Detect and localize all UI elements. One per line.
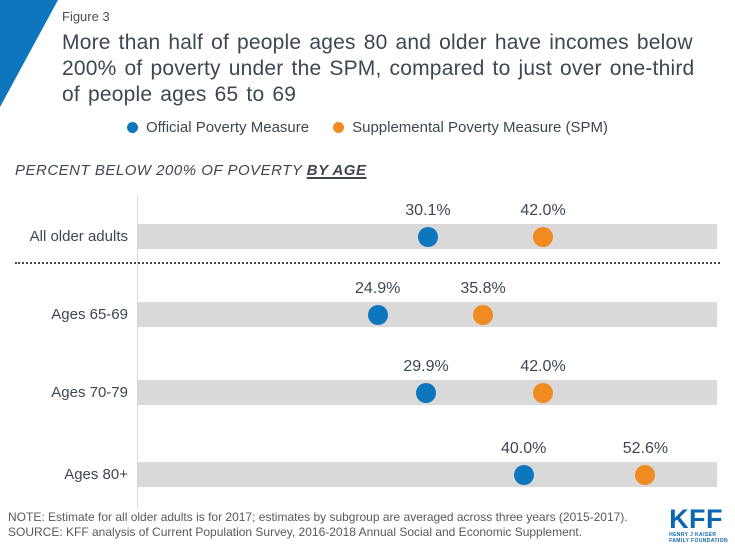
- axis-title-emphasis: BY AGE: [306, 162, 367, 179]
- spm-measure-dot: [473, 304, 494, 325]
- category-band: [137, 462, 717, 487]
- category-label: Ages 70-79: [51, 384, 128, 401]
- legend-item-spm: Supplemental Poverty Measure (SPM): [333, 119, 608, 136]
- corner-triangle-decoration: [0, 0, 58, 107]
- figure-title-line-1: More than half of people ages 80 and old…: [62, 31, 693, 54]
- kff-logo-subtext-line-1: HENRY J KAISER: [669, 532, 717, 538]
- source-text: SOURCE: KFF analysis of Current Populati…: [8, 524, 583, 539]
- category-label: Ages 65-69: [51, 306, 128, 323]
- value-label: 52.6%: [622, 440, 669, 457]
- value-label: 29.9%: [403, 358, 449, 375]
- value-label: 40.0%: [500, 440, 547, 457]
- y-axis-line: [137, 196, 138, 508]
- axis-title: PERCENT BELOW 200% OF POVERTY BY AGE: [15, 162, 366, 179]
- official-measure-dot-icon: [126, 122, 138, 133]
- spm-measure-dot: [635, 464, 656, 485]
- spm-measure-dot-icon: [333, 122, 345, 133]
- figure-title-line-2: 200% of poverty under the SPM, compared …: [62, 57, 695, 80]
- value-label: 24.9%: [355, 280, 401, 297]
- official-measure-dot: [416, 382, 437, 403]
- value-label: 42.0%: [520, 202, 566, 219]
- kff-logo: KFF HENRY J KAISER FAMILY FOUNDATION: [669, 504, 728, 545]
- value-label: 35.8%: [460, 280, 506, 297]
- note-text: NOTE: Estimate for all older adults is f…: [8, 510, 628, 524]
- legend-label-spm: Supplemental Poverty Measure (SPM): [352, 119, 609, 136]
- figure-title-line-3: of people ages 65 to 69: [62, 83, 297, 106]
- official-measure-dot: [513, 464, 534, 485]
- figure-title: More than half of people ages 80 and old…: [62, 30, 694, 108]
- category-label: All older adults: [29, 228, 128, 245]
- official-measure-dot: [367, 304, 388, 325]
- legend-label-official: Official Poverty Measure: [145, 119, 310, 136]
- spm-measure-dot: [533, 226, 553, 247]
- category-band: [137, 302, 717, 327]
- footnotes: NOTE: Estimate for all older adults is f…: [8, 510, 678, 539]
- value-label: 42.0%: [520, 358, 566, 375]
- spm-measure-dot: [533, 382, 553, 403]
- category-label: Ages 80+: [64, 466, 128, 483]
- legend-item-official-poverty-measure: Official Poverty Measure: [126, 119, 310, 136]
- row-separator-dotted-line: [15, 262, 720, 264]
- kff-logo-subtext: HENRY J KAISER FAMILY FOUNDATION: [669, 532, 728, 544]
- kff-logo-text: KFF: [669, 504, 724, 534]
- axis-title-main: PERCENT BELOW 200% OF POVERTY: [15, 162, 307, 179]
- chart-legend: Official Poverty Measure Supplemental Po…: [0, 119, 735, 136]
- figure-label: Figure 3: [62, 9, 110, 24]
- kff-logo-subtext-line-2: FAMILY FOUNDATION: [669, 538, 728, 544]
- official-measure-dot: [417, 226, 438, 247]
- value-label: 30.1%: [405, 202, 451, 219]
